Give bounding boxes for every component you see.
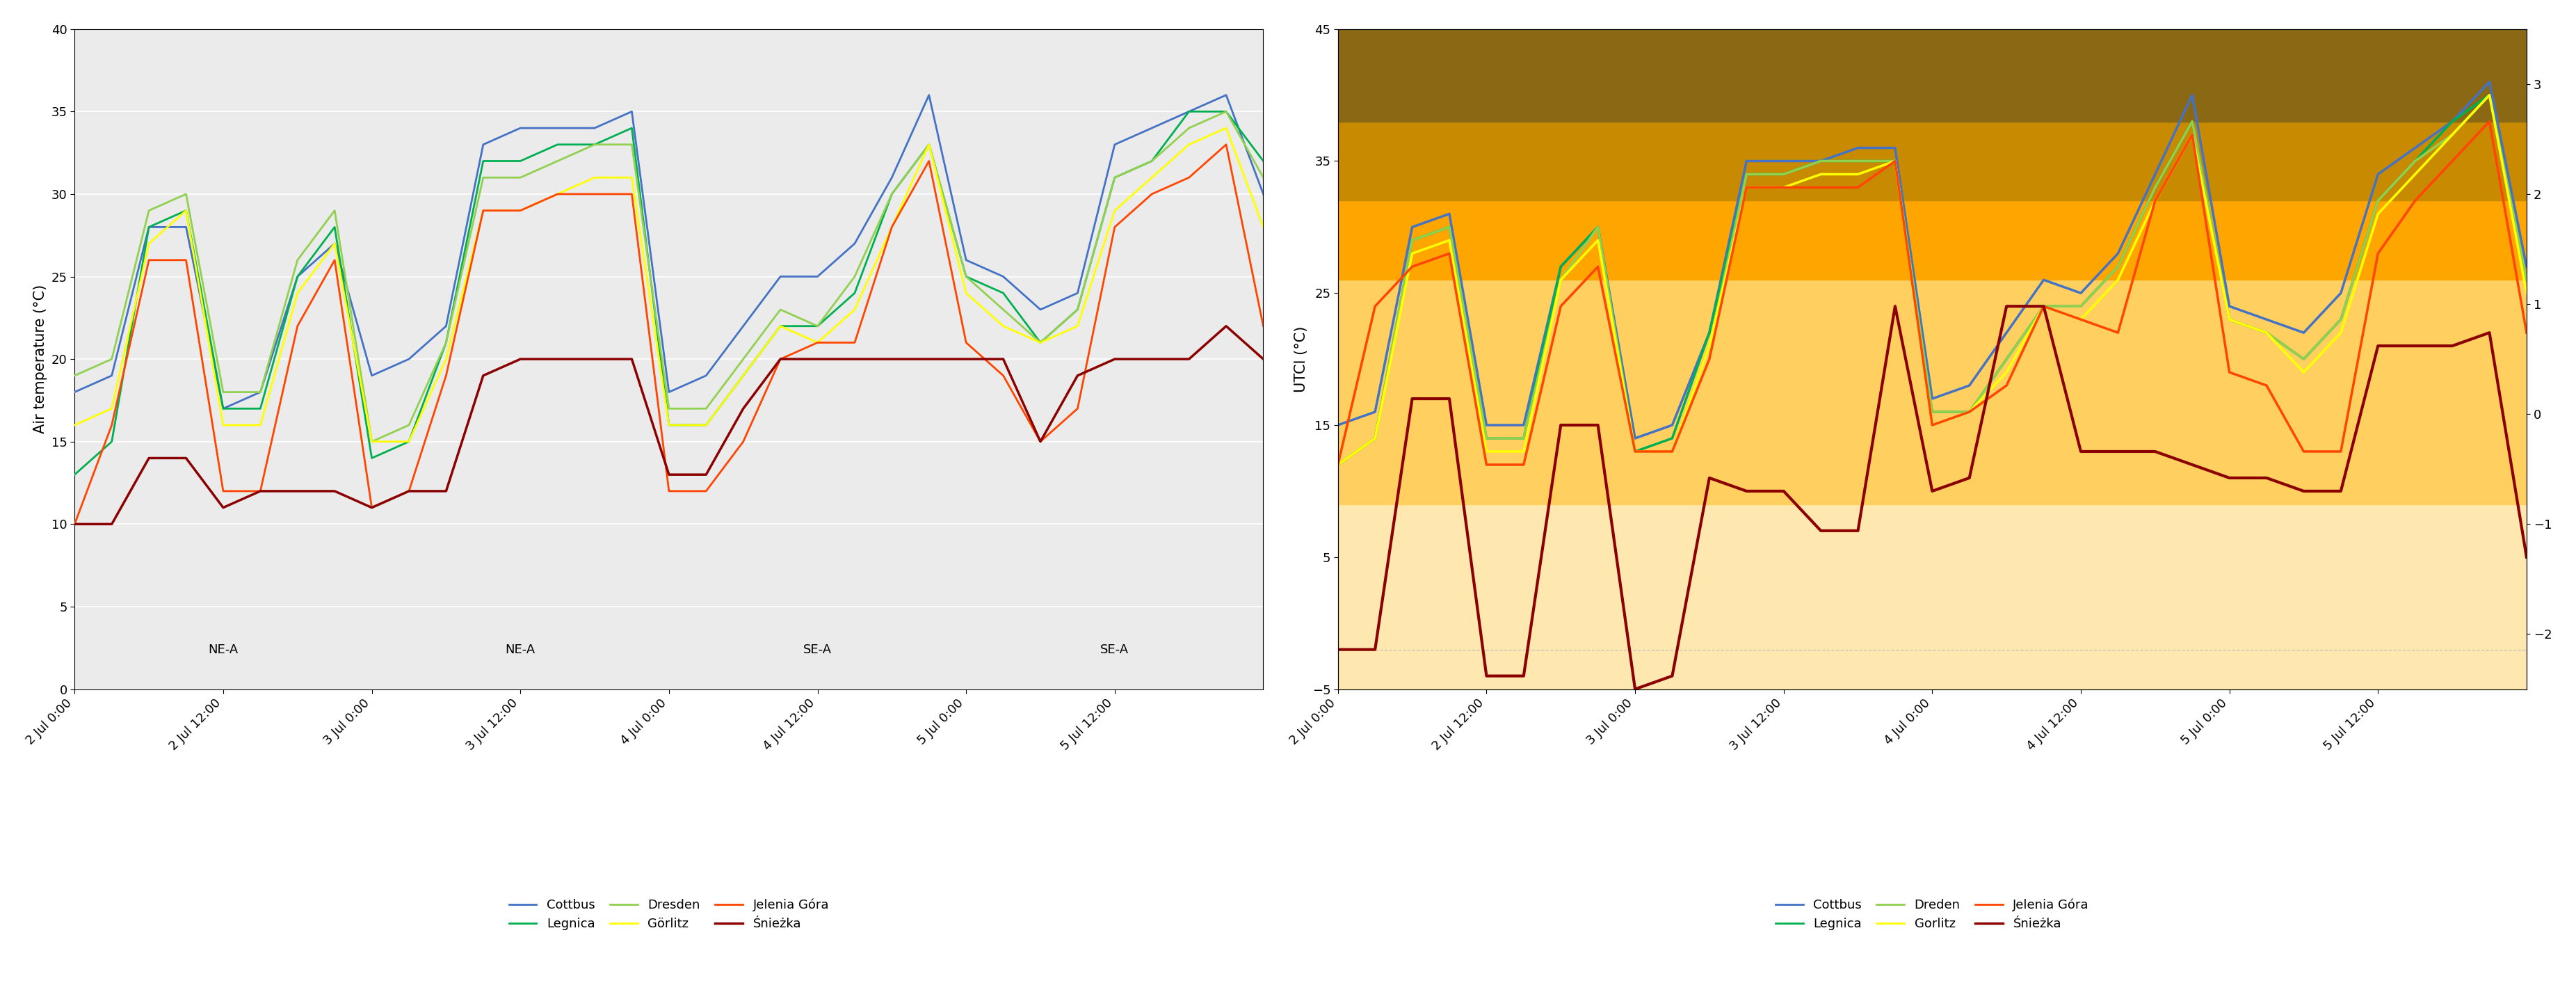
Bar bbox=[1337, 16, 2527, 122]
Text: SE-A: SE-A bbox=[1100, 644, 1128, 656]
Text: NE-A: NE-A bbox=[505, 644, 536, 656]
Bar bbox=[1337, 201, 2527, 280]
Bar bbox=[1337, 280, 2527, 504]
Text: NE-A: NE-A bbox=[209, 644, 237, 656]
Y-axis label: Air temperature (°C): Air temperature (°C) bbox=[33, 284, 46, 434]
Text: SE-A: SE-A bbox=[804, 644, 832, 656]
Legend: Cottbus, Legnica, Dreden, Gorlitz, Jelenia Góra, Śnieżka: Cottbus, Legnica, Dreden, Gorlitz, Jelen… bbox=[1770, 893, 2094, 936]
Legend: Cottbus, Legnica, Dresden, Görlitz, Jelenia Góra, Śnieżka: Cottbus, Legnica, Dresden, Görlitz, Jele… bbox=[505, 893, 835, 936]
Y-axis label: UTCI (°C): UTCI (°C) bbox=[1293, 326, 1309, 392]
Bar bbox=[1337, 0, 2527, 16]
Bar bbox=[1337, 504, 2527, 990]
Bar bbox=[1337, 122, 2527, 201]
